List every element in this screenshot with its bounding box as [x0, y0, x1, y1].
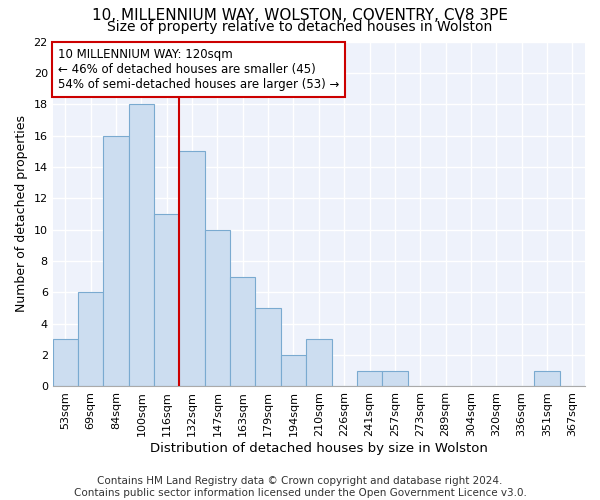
- Text: 10 MILLENNIUM WAY: 120sqm
← 46% of detached houses are smaller (45)
54% of semi-: 10 MILLENNIUM WAY: 120sqm ← 46% of detac…: [58, 48, 340, 92]
- Bar: [256, 308, 281, 386]
- Bar: [306, 340, 332, 386]
- Bar: [179, 152, 205, 386]
- Bar: [230, 276, 256, 386]
- Text: Contains HM Land Registry data © Crown copyright and database right 2024.
Contai: Contains HM Land Registry data © Crown c…: [74, 476, 526, 498]
- Text: 10, MILLENNIUM WAY, WOLSTON, COVENTRY, CV8 3PE: 10, MILLENNIUM WAY, WOLSTON, COVENTRY, C…: [92, 8, 508, 22]
- Bar: [129, 104, 154, 387]
- Bar: [281, 355, 306, 386]
- X-axis label: Distribution of detached houses by size in Wolston: Distribution of detached houses by size …: [150, 442, 488, 455]
- Bar: [53, 340, 78, 386]
- Bar: [535, 371, 560, 386]
- Text: Size of property relative to detached houses in Wolston: Size of property relative to detached ho…: [107, 20, 493, 34]
- Y-axis label: Number of detached properties: Number of detached properties: [15, 116, 28, 312]
- Bar: [382, 371, 407, 386]
- Bar: [154, 214, 179, 386]
- Bar: [357, 371, 382, 386]
- Bar: [103, 136, 129, 386]
- Bar: [205, 230, 230, 386]
- Bar: [78, 292, 103, 386]
